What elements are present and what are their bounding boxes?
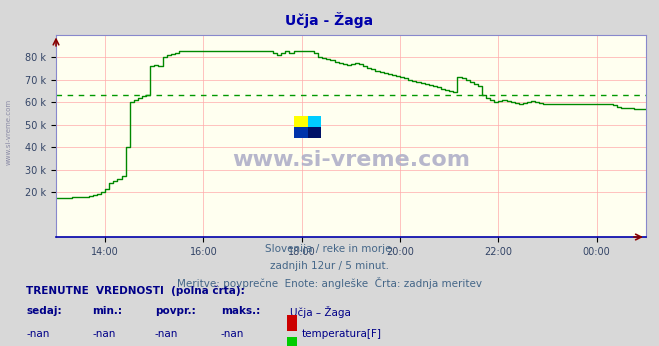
Text: TRENUTNE  VREDNOSTI  (polna črta):: TRENUTNE VREDNOSTI (polna črta): bbox=[26, 285, 245, 296]
Text: Učja – Žaga: Učja – Žaga bbox=[290, 306, 351, 318]
Text: -nan: -nan bbox=[221, 329, 244, 339]
Text: -nan: -nan bbox=[155, 329, 178, 339]
Text: min.:: min.: bbox=[92, 306, 123, 316]
Bar bbox=[295, 127, 308, 138]
Text: www.si-vreme.com: www.si-vreme.com bbox=[5, 98, 11, 165]
Text: Učja - Žaga: Učja - Žaga bbox=[285, 12, 374, 28]
Text: -nan: -nan bbox=[26, 329, 49, 339]
Text: sedaj:: sedaj: bbox=[26, 306, 62, 316]
Text: -nan: -nan bbox=[92, 329, 115, 339]
Text: maks.:: maks.: bbox=[221, 306, 260, 316]
Bar bbox=[308, 116, 322, 127]
Text: www.si-vreme.com: www.si-vreme.com bbox=[232, 150, 470, 170]
Text: Meritve: povprečne  Enote: angleške  Črta: zadnja meritev: Meritve: povprečne Enote: angleške Črta:… bbox=[177, 277, 482, 289]
Text: zadnjih 12ur / 5 minut.: zadnjih 12ur / 5 minut. bbox=[270, 261, 389, 271]
Text: Slovenija / reke in morje.: Slovenija / reke in morje. bbox=[264, 244, 395, 254]
Text: temperatura[F]: temperatura[F] bbox=[302, 329, 382, 339]
Text: povpr.:: povpr.: bbox=[155, 306, 196, 316]
Bar bbox=[308, 127, 322, 138]
Bar bbox=[295, 116, 308, 127]
